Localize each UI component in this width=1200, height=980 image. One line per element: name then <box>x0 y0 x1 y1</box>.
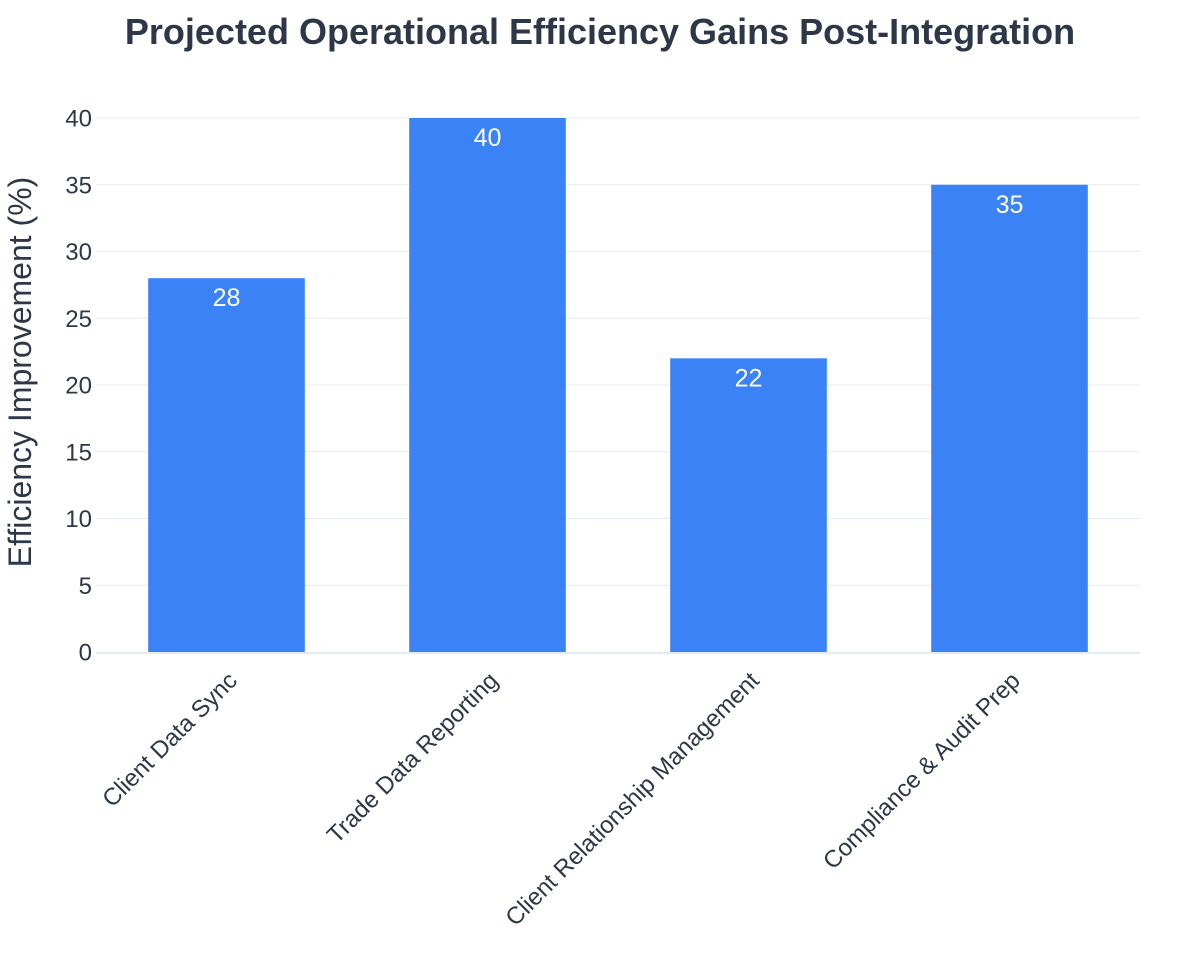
data-label-0: 28 <box>213 284 241 312</box>
y-tick-label-10: 10 <box>65 506 92 533</box>
y-tick-label-40: 40 <box>65 106 92 133</box>
bar-0 <box>148 278 305 652</box>
bar-2 <box>670 358 827 652</box>
x-tick-label-1: Trade Data Reporting <box>322 667 504 849</box>
y-tick-label-35: 35 <box>65 172 92 199</box>
y-tick-label-5: 5 <box>79 573 92 600</box>
bars <box>148 118 1088 652</box>
x-tick-label-2: Client Relationship Management <box>500 667 765 932</box>
y-axis-title: Efficiency Improvement (%) <box>2 177 38 568</box>
data-label-3: 35 <box>996 191 1024 219</box>
data-label-2: 22 <box>735 364 763 392</box>
data-labels: 28 40 22 35 <box>213 124 1024 392</box>
x-tick-label-3: Compliance & Audit Prep <box>818 667 1026 875</box>
y-tick-label-20: 20 <box>65 373 92 400</box>
chart-title: Projected Operational Efficiency Gains P… <box>125 11 1075 52</box>
data-label-1: 40 <box>474 124 502 152</box>
y-tick-label-0: 0 <box>79 640 92 667</box>
bar-3 <box>931 184 1088 652</box>
bar-1 <box>409 118 566 652</box>
y-tick-labels: 0 5 10 15 20 25 30 35 40 <box>65 106 92 667</box>
y-tick-label-15: 15 <box>65 439 92 466</box>
x-tick-labels: Client Data Sync Trade Data ReportingClie… <box>97 667 1025 932</box>
y-tick-label-25: 25 <box>65 306 92 333</box>
y-tick-label-30: 30 <box>65 239 92 266</box>
x-tick-label-0: Client Data Sync <box>97 667 242 812</box>
